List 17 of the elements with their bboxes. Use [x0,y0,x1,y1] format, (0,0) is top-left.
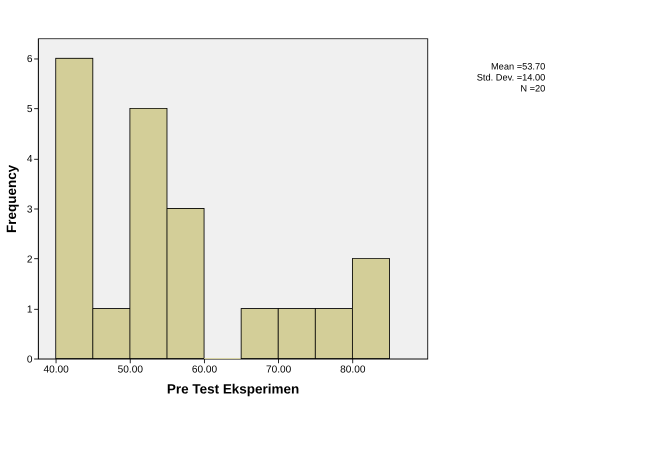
x-tick-label: 50.00 [118,364,144,376]
x-tick-label: 80.00 [340,364,366,376]
y-axis-title: Frequency [4,164,19,233]
x-tick-label: 70.00 [266,364,292,376]
y-tick-label: 3 [26,204,33,216]
y-tick-label: 2 [26,254,33,266]
y-tick-label: 4 [26,154,33,166]
y-tick-label: 1 [26,304,33,316]
y-tick-label: 6 [26,54,33,66]
text: N =20 [520,83,546,94]
y-tick-label: 5 [26,104,33,116]
text: Std. Dev. =14.00 [476,72,546,82]
x-tick-label: 60.00 [192,364,218,376]
y-tick-label: 0 [26,354,33,366]
x-axis-title: Pre Test Eksperimen [166,382,300,397]
text: Mean =53.70 [490,62,546,72]
x-tick-label: 40.00 [43,364,70,376]
